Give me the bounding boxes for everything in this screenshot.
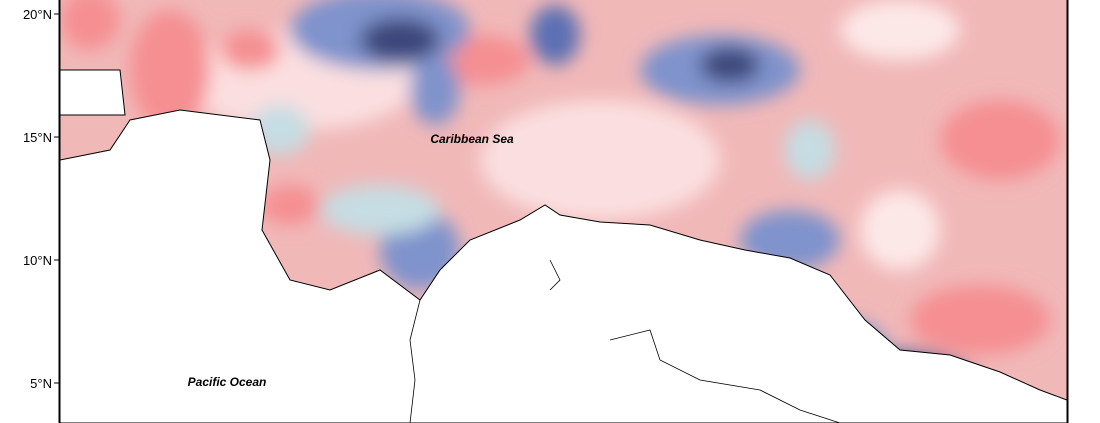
- tick-label: 10°N: [23, 253, 52, 268]
- frame: [58, 0, 1069, 423]
- land: [60, 109, 1067, 423]
- ocean-label: Pacific Ocean: [188, 375, 267, 389]
- latitude-axis: 20°N 15°N 10°N 5°N: [23, 7, 60, 391]
- tick-label: 15°N: [23, 130, 52, 145]
- border: [409, 259, 841, 423]
- tick-label: 20°N: [23, 7, 52, 22]
- land: [60, 69, 126, 116]
- anomaly-field: [60, 0, 1067, 423]
- tick-label: 5°N: [30, 376, 52, 391]
- sea-label: Caribbean Sea: [430, 132, 514, 146]
